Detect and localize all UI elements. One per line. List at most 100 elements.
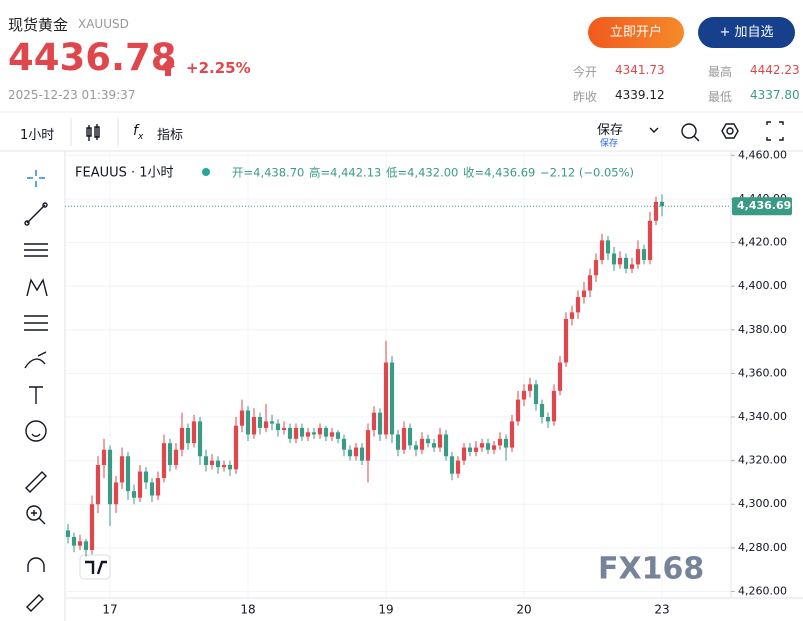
last-price-box xyxy=(732,197,792,216)
candle-body xyxy=(221,464,227,468)
fx-icon: fx xyxy=(133,123,144,142)
candle-body xyxy=(209,460,215,465)
candle-body xyxy=(479,443,485,448)
stat-label: 最低 xyxy=(708,90,733,104)
stat-value: 4339.12 xyxy=(615,88,665,102)
candle-body xyxy=(395,434,401,450)
y-tick-label: 4,280.00 xyxy=(738,541,787,554)
x-tick-label: 19 xyxy=(378,603,393,617)
candle-body xyxy=(635,249,641,265)
candle-body xyxy=(275,423,281,431)
legend-high: 高=4,442.13 xyxy=(309,166,381,180)
title: 现货黄金 xyxy=(8,16,69,34)
watermark: FX168 xyxy=(598,552,704,587)
candle-body xyxy=(143,471,149,483)
x-tick-label: 23 xyxy=(654,603,669,617)
y-tick-label: 4,360.00 xyxy=(738,366,787,379)
candle-body xyxy=(137,471,143,498)
candle-body xyxy=(179,427,185,450)
save-sub: 保存 xyxy=(600,139,619,149)
candle-body xyxy=(257,417,263,428)
candle-body xyxy=(173,449,179,465)
candle-body xyxy=(341,438,347,450)
symbol-label: FEAUUS · 1小时 xyxy=(75,166,174,181)
stat-value: 4337.80 xyxy=(750,88,800,102)
candle-body xyxy=(311,432,317,435)
candle-body xyxy=(281,427,287,431)
open-account-button[interactable]: 立即开户 xyxy=(588,17,684,48)
candle-body xyxy=(431,443,437,448)
candle-body xyxy=(215,460,221,468)
candle-body xyxy=(371,412,377,431)
legend-close: 收=4,436.69 xyxy=(463,166,535,180)
candle-body xyxy=(653,201,659,221)
candle-body xyxy=(239,410,245,426)
y-tick-label: 4,340.00 xyxy=(738,410,787,423)
candle-body xyxy=(83,541,89,551)
candle-body xyxy=(383,362,389,435)
y-tick-label: 4,380.00 xyxy=(738,323,787,336)
candle-body xyxy=(581,290,587,298)
candle-body xyxy=(545,417,551,422)
indicators-button[interactable]: 指标 xyxy=(157,128,184,143)
candle-body xyxy=(539,403,545,418)
stat-label: 今开 xyxy=(573,65,598,79)
candle-body xyxy=(113,482,119,505)
candle-body xyxy=(245,410,251,435)
add-watch-button[interactable]: + 加自选 xyxy=(698,17,795,48)
legend-change: −2.12 (−0.05%) xyxy=(540,166,634,180)
candle-body xyxy=(305,432,311,437)
candle-body xyxy=(401,427,407,450)
tv-logo xyxy=(79,554,111,580)
stat-label: 昨收 xyxy=(573,90,598,104)
drawing-tools[interactable] xyxy=(24,202,48,612)
candle-body xyxy=(167,443,173,465)
candle-body xyxy=(299,427,305,437)
candle-body xyxy=(107,449,113,505)
candle-body xyxy=(485,443,491,450)
price: 4436.78 xyxy=(8,36,177,79)
y-tick-label: 4,260.00 xyxy=(738,584,787,597)
candle-body xyxy=(605,240,611,254)
candle-body xyxy=(575,297,581,313)
candle-body xyxy=(185,427,191,444)
candle-body xyxy=(521,390,527,400)
last-price-label: 4,436.69 xyxy=(737,199,791,212)
stat-value: 4341.73 xyxy=(615,63,665,77)
candle-body xyxy=(389,362,395,435)
candle-body xyxy=(647,220,653,261)
candle-body xyxy=(155,478,161,496)
interval-button[interactable]: 1小时 xyxy=(20,128,55,143)
candle-body xyxy=(365,430,371,461)
candle-body xyxy=(593,260,599,276)
candle-body xyxy=(227,464,233,470)
crosshair-tool[interactable] xyxy=(27,170,45,187)
candle-body xyxy=(569,312,575,319)
candle-body xyxy=(641,249,647,261)
candle-body xyxy=(203,456,209,465)
candle-body xyxy=(287,427,293,439)
legend-open: 开=4,438.70 xyxy=(232,166,304,180)
candle-body xyxy=(599,240,605,261)
candle-body xyxy=(149,482,155,496)
candle-body xyxy=(509,421,515,448)
toolbar-icons[interactable] xyxy=(86,121,784,142)
symbol: XAUUSD xyxy=(78,17,129,31)
candle-body xyxy=(101,449,107,465)
candle-body xyxy=(125,456,131,492)
candle-body xyxy=(191,421,197,444)
candle-body xyxy=(317,427,323,435)
candle-body xyxy=(263,421,269,428)
candle-body xyxy=(347,449,353,457)
candle-body xyxy=(131,491,137,498)
candle-body xyxy=(623,257,629,269)
x-tick-label: 18 xyxy=(240,603,255,617)
candle-body xyxy=(71,536,77,546)
save-button[interactable]: 保存 xyxy=(597,123,624,138)
candle-body xyxy=(497,438,503,446)
candle-body xyxy=(119,456,125,483)
candle-body xyxy=(161,443,167,479)
x-tick-label: 17 xyxy=(102,603,117,617)
